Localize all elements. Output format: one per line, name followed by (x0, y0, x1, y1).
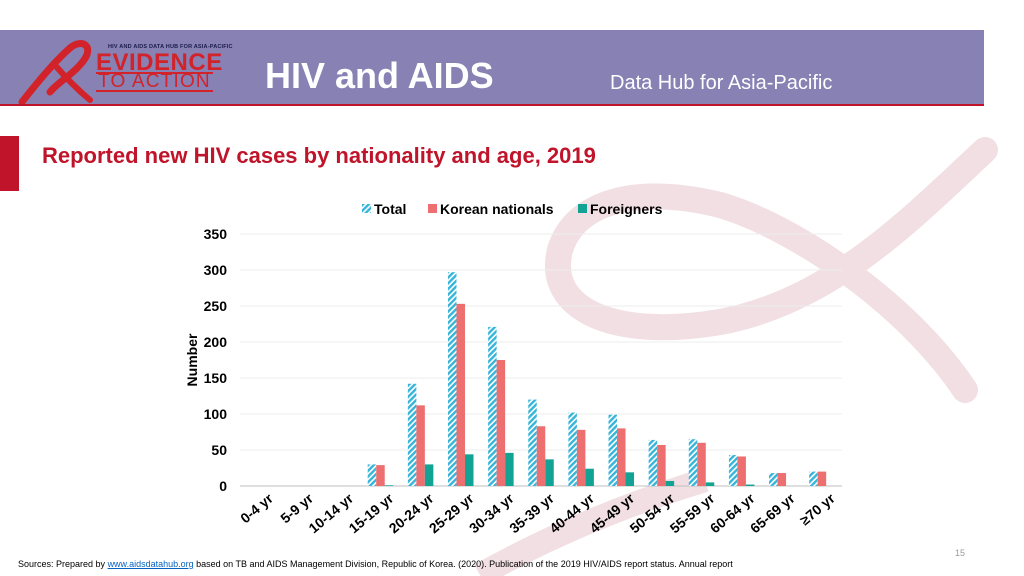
y-tick-label: 350 (204, 226, 228, 242)
bar-total (648, 439, 658, 486)
y-tick-label: 0 (219, 478, 227, 494)
bar-foreigners (625, 472, 635, 486)
bar-korean-nationals (777, 473, 787, 486)
bar-total (688, 439, 698, 486)
bar-korean-nationals (376, 465, 385, 486)
logo-subtext: TO ACTION (96, 71, 213, 92)
legend-swatch (578, 204, 587, 213)
legend-swatch (428, 204, 437, 213)
bar-total (447, 272, 457, 486)
bar-foreigners (464, 454, 474, 486)
bar-total (728, 455, 738, 486)
bar-total (608, 414, 618, 486)
x-tick-label: ≥70 yr (797, 490, 839, 529)
bar-foreigners (705, 482, 715, 486)
page-number: 15 (955, 548, 966, 558)
bar-korean-nationals (576, 429, 586, 486)
y-tick-label: 300 (204, 262, 228, 278)
bar-korean-nationals (737, 456, 746, 486)
bar-foreigners (665, 480, 675, 486)
bar-total (809, 471, 818, 486)
bar-total (528, 399, 537, 486)
evidence-to-action-logo: HIV AND AIDS DATA HUB FOR ASIA-PACIFIC E… (14, 34, 246, 104)
header-divider (0, 104, 984, 106)
source-prefix: Sources: Prepared by (18, 559, 106, 569)
legend-label: Total (374, 201, 406, 217)
legend-label: Korean nationals (440, 201, 554, 217)
bar-korean-nationals (697, 442, 706, 486)
bar-korean-nationals (657, 444, 666, 486)
y-tick-label: 50 (211, 442, 227, 458)
red-ribbon-icon (18, 40, 93, 104)
source-suffix: based on TB and AIDS Management Division… (196, 559, 733, 569)
y-tick-label: 150 (204, 370, 228, 386)
bar-korean-nationals (817, 471, 827, 486)
bar-total (769, 473, 778, 486)
chart-title: Reported new HIV cases by nationality an… (42, 143, 596, 168)
logo-tagline: HIV AND AIDS DATA HUB FOR ASIA-PACIFIC (108, 44, 233, 50)
bar-korean-nationals (416, 405, 425, 486)
bar-total (568, 412, 577, 486)
bar-korean-nationals (536, 426, 546, 486)
source-link[interactable]: www.aidsdatahub.org (107, 559, 194, 569)
source-note: Sources: Prepared by www.aidsdatahub.org… (18, 559, 733, 569)
bar-foreigners (545, 459, 554, 486)
bar-foreigners (585, 468, 594, 486)
bar-foreigners (745, 484, 755, 486)
y-tick-label: 100 (204, 406, 228, 422)
bar-total (367, 464, 377, 486)
bar-korean-nationals (456, 303, 465, 486)
y-tick-label: 200 (204, 334, 228, 350)
site-subtitle: Data Hub for Asia-Pacific (610, 72, 833, 94)
y-axis-label: Number (184, 333, 200, 386)
bar-korean-nationals (617, 428, 626, 486)
x-tick-label: 65-69 yr (747, 490, 798, 537)
title-accent-bar (0, 136, 19, 191)
legend-label: Foreigners (590, 201, 663, 217)
bar-total (488, 326, 497, 486)
legend-swatch (362, 204, 371, 213)
bar-total (407, 383, 417, 486)
site-title: HIV and AIDS (265, 55, 494, 96)
bar-foreigners (384, 485, 394, 486)
x-tick-label: 0-4 yr (237, 490, 276, 527)
bar-korean-nationals (496, 360, 506, 486)
bar-foreigners (505, 452, 514, 486)
logo-wordmark: EVIDENCE (96, 49, 223, 76)
bar-foreigners (424, 464, 434, 486)
y-tick-label: 250 (204, 298, 228, 314)
